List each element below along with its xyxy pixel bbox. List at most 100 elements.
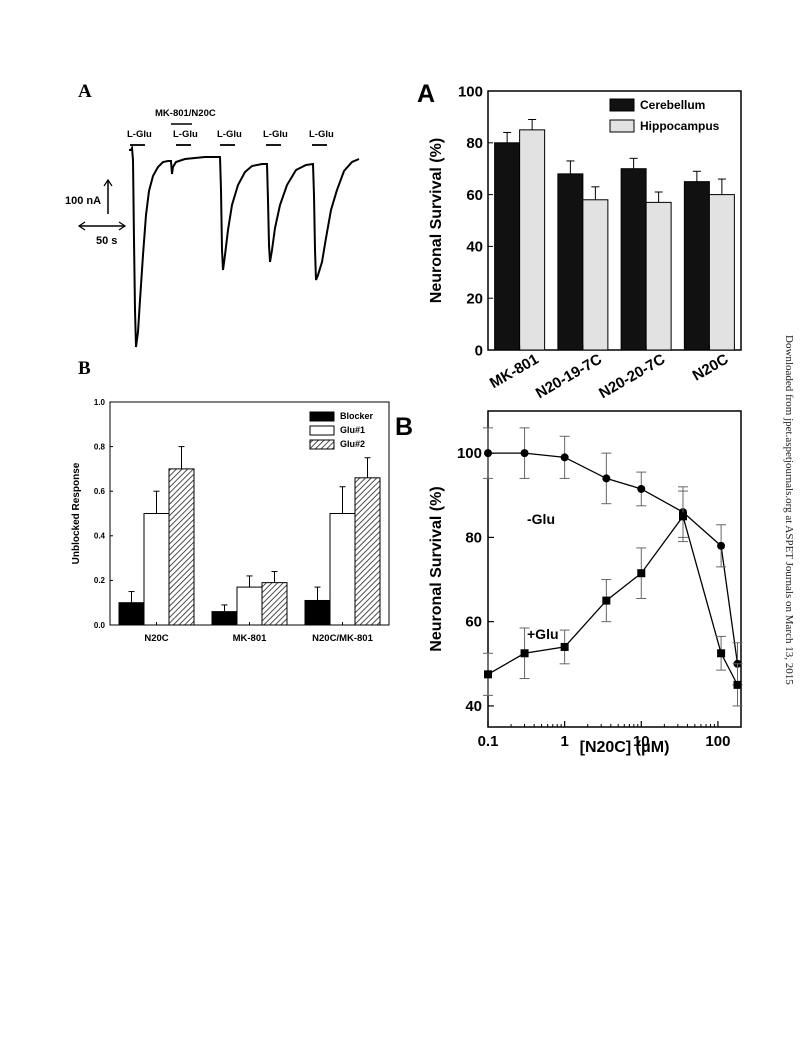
annotation-minus-glu: -Glu xyxy=(527,511,555,527)
annotation-plus-glu: +Glu xyxy=(527,626,559,642)
x-tick-label: 10 xyxy=(633,733,650,750)
bar-hippocampus xyxy=(708,194,735,351)
legend-swatch xyxy=(609,119,635,133)
legend-swatch xyxy=(309,439,335,450)
data-point-circle xyxy=(637,484,646,493)
current-scale-label: 100 nA xyxy=(65,195,101,207)
y-tick-label: 0.0 xyxy=(94,621,106,630)
panel-letter-left-b: B xyxy=(78,358,91,379)
download-watermark: Downloaded from jpet.aspetjournals.org a… xyxy=(783,335,795,685)
current-scale-arrow-icon xyxy=(103,178,113,187)
y-axis-label: Unblocked Response xyxy=(71,462,82,564)
glu-label: L-Glu xyxy=(127,129,152,140)
dose-response-line-chart: -Glu +Glu 40 60 80 100 0.1 1 10 100 Neuronal Sur… xyxy=(428,410,743,756)
plot-frame xyxy=(487,90,742,351)
y-tick-label: 60 xyxy=(466,187,483,204)
bar-hippocampus xyxy=(582,199,609,351)
plot-frame xyxy=(487,410,742,728)
membrane-current-trace xyxy=(129,144,360,348)
y-tick-label: 60 xyxy=(465,614,482,631)
data-point-square xyxy=(484,670,492,679)
time-scale-arrows-icon xyxy=(77,221,127,231)
bar-blocker xyxy=(118,602,145,626)
x-tick-label: 100 xyxy=(705,733,730,750)
y-tick-label: 80 xyxy=(466,135,483,152)
data-point-square xyxy=(602,596,611,605)
data-point-square xyxy=(717,649,726,658)
bar-glu-1 xyxy=(143,513,170,626)
legend-swatch xyxy=(309,411,335,422)
legend-label: Glu#2 xyxy=(340,439,365,449)
bar-glu-2 xyxy=(261,582,288,626)
data-point-square xyxy=(520,649,529,658)
panel-letter-right-b: B xyxy=(395,413,413,441)
glu-label: L-Glu xyxy=(263,129,288,140)
glu-label: L-Glu xyxy=(309,129,334,140)
y-tick-label: 100 xyxy=(458,83,483,100)
data-point-square xyxy=(637,569,646,578)
y-tick-label: 0.2 xyxy=(94,576,106,585)
category-label: N20-19-7C xyxy=(533,351,605,402)
legend-label: Glu#1 xyxy=(340,425,365,435)
data-point-circle xyxy=(560,453,569,462)
legend-label: Blocker xyxy=(340,411,374,421)
bar-glu-2 xyxy=(168,468,195,626)
category-label: N20C xyxy=(144,633,168,644)
y-tick-label: 80 xyxy=(465,529,482,546)
y-tick-label: 0 xyxy=(475,342,483,359)
bar-hippocampus xyxy=(519,129,546,351)
y-tick-label: 100 xyxy=(457,445,482,462)
data-point-circle xyxy=(484,449,492,458)
legend-swatch xyxy=(309,425,335,436)
category-label: N20-20-7C xyxy=(596,351,668,402)
panel-letter-left-a: A xyxy=(78,81,92,102)
category-label: N20C/MK-801 xyxy=(312,633,373,644)
category-label: MK-801 xyxy=(487,351,542,392)
bar-blocker xyxy=(211,611,238,626)
unblocked-response-bar-chart: 0.0 0.2 0.4 0.6 0.8 1.0 N20C MK-801 N20C/MK-801 U… xyxy=(71,398,390,644)
y-axis-label: Neuronal Survival (%) xyxy=(428,138,445,303)
bar-blocker xyxy=(304,599,331,626)
data-point-circle xyxy=(717,541,726,550)
data-point-square xyxy=(678,512,687,521)
glu-label: L-Glu xyxy=(173,129,198,140)
data-point-circle xyxy=(602,474,611,483)
data-point-square xyxy=(560,642,569,651)
data-point-square xyxy=(733,680,742,689)
drug-application-label: MK-801/N20C xyxy=(155,108,216,119)
x-axis-label: [N20C] (μM) xyxy=(580,739,670,756)
series-line xyxy=(488,452,739,664)
y-axis-label: Neuronal Survival (%) xyxy=(428,486,445,651)
glu-application-labels: L-Glu L-Glu L-Glu L-Glu L-Glu xyxy=(127,129,334,146)
y-tick-label: 0.6 xyxy=(94,487,106,496)
bar-hippocampus xyxy=(645,201,672,351)
legend-label: Hippocampus xyxy=(640,119,720,133)
series-line xyxy=(487,514,739,686)
bar-cerebellum xyxy=(557,173,584,351)
category-label: N20C xyxy=(690,351,732,385)
current-trace-panel: A MK-801/N20C L-Glu L-Glu L-Glu L-Glu L-Glu … xyxy=(65,81,360,348)
panel-letter-right-a: A xyxy=(417,80,435,108)
glu-label: L-Glu xyxy=(217,129,242,140)
y-tick-label: 0.4 xyxy=(94,532,106,541)
time-scale-label: 50 s xyxy=(96,235,117,247)
bar-glu-1 xyxy=(329,513,356,626)
y-tick-label: 20 xyxy=(466,290,483,307)
y-tick-label: 40 xyxy=(465,698,482,715)
y-tick-label: 0.8 xyxy=(94,442,106,451)
bar-glu-1 xyxy=(236,586,263,626)
legend-swatch xyxy=(609,98,635,112)
y-tick-label: 40 xyxy=(466,239,483,256)
y-tick-label: 1.0 xyxy=(94,398,106,407)
x-tick-label: 0.1 xyxy=(478,733,499,750)
legend-label: Cerebellum xyxy=(640,98,705,112)
bar-glu-2 xyxy=(354,477,381,626)
x-tick-label: 1 xyxy=(560,733,568,750)
bar-cerebellum xyxy=(683,181,710,351)
data-point-circle xyxy=(520,449,529,458)
bar-cerebellum xyxy=(620,168,647,351)
category-label: MK-801 xyxy=(233,633,268,644)
bar-cerebellum xyxy=(494,142,521,351)
